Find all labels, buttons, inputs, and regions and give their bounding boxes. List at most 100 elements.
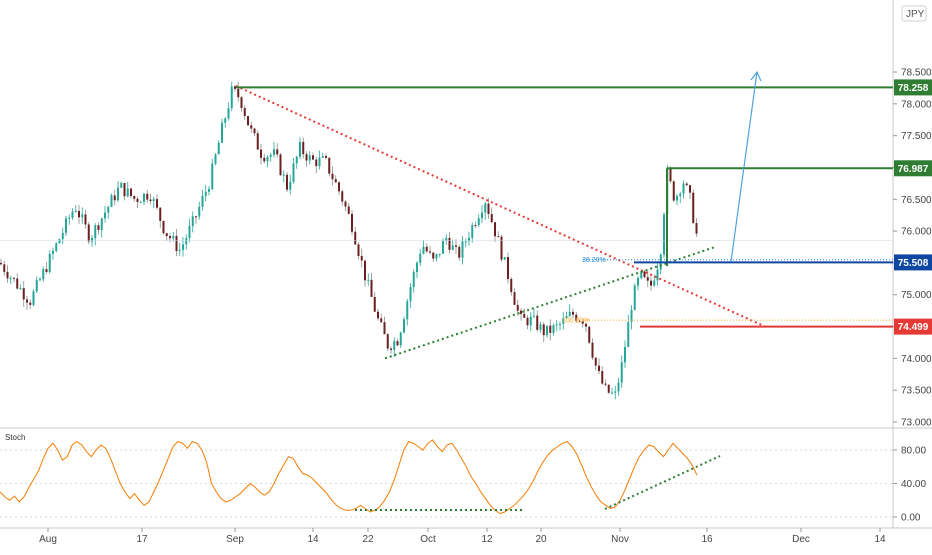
candle-body [627, 322, 630, 348]
candle-body [455, 245, 457, 247]
candle-body [380, 318, 383, 323]
candle-body [204, 191, 207, 196]
candle-body [477, 218, 480, 226]
candle-body [500, 236, 503, 260]
candle-body [302, 141, 305, 155]
candle-body [136, 198, 139, 202]
candle-body [347, 206, 350, 214]
candle-body [107, 206, 110, 213]
candle-body [234, 86, 236, 89]
stoch-line [0, 439, 698, 515]
candle-body [263, 157, 266, 162]
candle-body [516, 304, 519, 311]
candle-body [419, 253, 422, 263]
candle-body [334, 179, 337, 183]
candle-body [110, 195, 113, 207]
candle-body [16, 278, 19, 289]
candle-body [646, 277, 649, 281]
candle-body [279, 154, 282, 176]
candle-body [3, 264, 6, 272]
candle-body [74, 210, 77, 212]
candle-body [399, 332, 402, 346]
candle-body [526, 317, 529, 326]
y-tick-label: 75.000 [901, 290, 932, 301]
candle-body [653, 280, 656, 286]
candle-body [435, 254, 438, 259]
candle-body [45, 269, 48, 272]
candle-body [178, 249, 181, 252]
candle-body [29, 302, 32, 305]
candle-body [432, 252, 435, 259]
candle-body [230, 86, 233, 109]
candle-body [484, 203, 487, 213]
candle-body [201, 195, 204, 207]
y-tick-label: 73.000 [901, 418, 932, 429]
candle-body [243, 108, 246, 117]
candle-body [276, 149, 279, 155]
candle-body [133, 195, 136, 199]
candle-body [513, 292, 516, 305]
resistance-badge [894, 79, 932, 96]
candle-body [318, 157, 321, 167]
candle-body [692, 192, 695, 224]
candle-body [6, 271, 9, 279]
stoch-uptrend-line [604, 455, 721, 510]
x-tick-label: 14 [307, 534, 319, 545]
candle-body [211, 163, 214, 190]
candle-body [104, 212, 106, 219]
candle-body [146, 193, 149, 200]
candle-body [555, 324, 558, 326]
candle-body [305, 154, 308, 161]
fib-100-label: 100.00% [562, 318, 590, 325]
candle-body [299, 141, 301, 157]
candle-body [445, 237, 448, 241]
candle-body [487, 203, 490, 215]
candle-body [682, 183, 685, 194]
uptrend-line [384, 246, 716, 360]
candle-body [643, 271, 646, 278]
y-tick-label: 78.000 [901, 99, 932, 110]
candle-body [481, 212, 483, 219]
candle-body [55, 243, 58, 251]
candle-body [409, 287, 412, 302]
candle-body [123, 182, 126, 197]
candle-body [393, 341, 396, 350]
candle-body [26, 299, 28, 303]
resistance-badge-label: 78.258 [898, 83, 929, 94]
candle-body [578, 320, 581, 322]
candle-body [315, 159, 318, 167]
y-tick-label: 74.000 [901, 354, 932, 365]
candle-body [237, 88, 240, 98]
candle-body [669, 168, 672, 182]
candle-body [321, 155, 324, 158]
candle-body [81, 214, 84, 218]
candle-body [195, 216, 197, 218]
candle-body [386, 334, 389, 349]
support-badge [894, 318, 932, 335]
candle-body [113, 195, 116, 201]
candle-body [0, 262, 2, 265]
candle-body [292, 163, 295, 182]
candle-body [520, 310, 522, 314]
candle-body [676, 195, 678, 201]
candle-body [607, 384, 610, 393]
candle-body [191, 216, 194, 227]
candle-body [464, 241, 467, 243]
candle-body [269, 154, 272, 157]
candle-body [383, 322, 386, 335]
candle-body [120, 182, 123, 188]
candle-body [529, 316, 532, 326]
candle-body [71, 211, 74, 218]
candle-body [61, 232, 64, 240]
candle-body [91, 238, 93, 242]
candle-body [256, 133, 259, 150]
x-tick-label: 20 [535, 534, 547, 545]
candle-body [507, 257, 509, 279]
candle-body [214, 154, 217, 164]
x-tick-label: Oct [420, 534, 436, 545]
candle-body [533, 315, 535, 317]
y-tick-label: 77.500 [901, 131, 932, 142]
candle-body [357, 244, 360, 256]
